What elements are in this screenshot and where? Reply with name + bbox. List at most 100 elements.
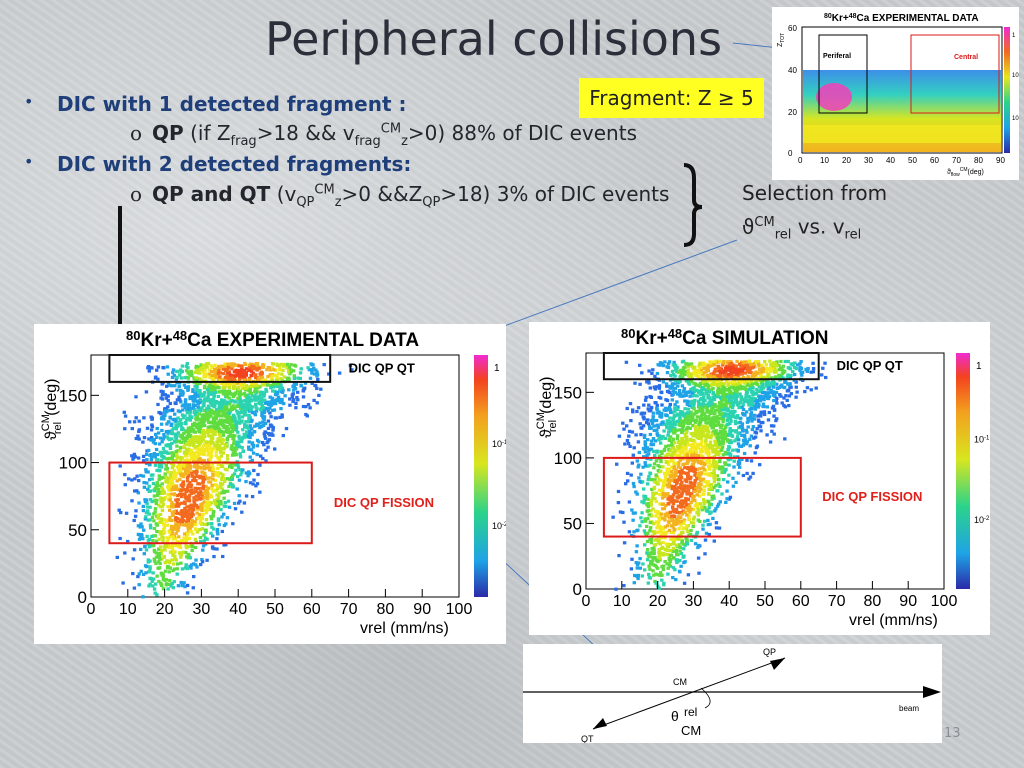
qp-label: QP xyxy=(763,647,776,657)
plot-title: 80Kr+48Ca EXPERIMENTAL DATA xyxy=(126,328,419,351)
ytick-label: 150 xyxy=(59,386,87,405)
selection-note-line2: ϑCMrel vs. vrel xyxy=(742,208,887,251)
bullet-2: • DIC with 2 detected fragments: xyxy=(24,152,411,176)
xtick-label: 0 xyxy=(87,601,96,618)
bullet-2a: o QP and QT (vQPCMz>0 &&ZQP>18) 3% of DIC… xyxy=(130,182,669,210)
ztick-mid: 10-1 xyxy=(974,435,990,445)
thumbnail-ztick-top: 1 xyxy=(1012,33,1016,39)
bullet-2a-mid: >0 &&Z xyxy=(341,182,423,206)
qp-qt-label: QP and QT xyxy=(152,182,271,206)
x-axis-label: vrel (mm/ns) xyxy=(360,620,449,637)
thumbnail-band-low xyxy=(803,125,1001,143)
xtick-label: 90 xyxy=(899,593,917,610)
qt-arrow-icon xyxy=(593,718,607,729)
xtick-label: 80 xyxy=(377,601,395,618)
thumbnail-xtick: 30 xyxy=(864,156,873,165)
page-number: 13 xyxy=(944,726,961,741)
ztick-low: 10-2 xyxy=(974,515,990,525)
thumbnail-xtick: 90 xyxy=(996,156,1005,165)
dic-qp-fission-box xyxy=(602,456,802,538)
y-axis-label: ϑCMrel(deg) xyxy=(535,377,559,438)
thumbnail-xtick: 0 xyxy=(798,156,803,165)
ytick-label: 150 xyxy=(554,383,582,402)
xtick-label: 60 xyxy=(792,593,810,610)
label-dic-qp-fission: DIC QP FISSION xyxy=(822,489,922,504)
theta-label: θ xyxy=(671,708,679,724)
bullet-dot-icon: • xyxy=(24,152,34,171)
thumbnail-hotspot xyxy=(816,83,852,111)
label-dic-qp-qt: DIC QP QT xyxy=(349,360,415,375)
thumbnail-central-label: Central xyxy=(954,54,978,61)
simulation-plot: DIC QP QT DIC QP FISSION 0 50 100 150 0 10 20 30 4… xyxy=(529,322,990,635)
plot-title: 80Kr+48Ca SIMULATION xyxy=(621,326,829,349)
thumbnail-xlabel: ϑflowCM(deg) xyxy=(947,167,984,178)
kinematics-diagram: QP QT CM beam θ rel CM xyxy=(523,644,942,744)
bullet-1a-frag1: frag xyxy=(230,134,257,149)
thumbnail-xtick: 70 xyxy=(952,156,961,165)
bullet-1-text: DIC with 1 detected fragment : xyxy=(57,92,407,116)
thumbnail-ytick: 0 xyxy=(788,149,793,158)
bullet-1a-frag2: frag xyxy=(354,134,381,149)
slide-title: Peripheral collisions xyxy=(265,12,723,66)
xtick-label: 60 xyxy=(303,601,321,618)
rel-sub-1: rel xyxy=(774,227,792,243)
bullet-2a-pre: (v xyxy=(276,182,297,206)
dic-qp-fission-box xyxy=(108,461,313,545)
thumbnail-plot: 80Kr+48Ca EXPERIMENTAL DATA Periferal Ce… xyxy=(772,7,1023,180)
bullet-2a-z: z xyxy=(334,195,342,210)
thumbnail-xtick: 50 xyxy=(908,156,917,165)
vs-text: vs. v xyxy=(791,214,845,239)
xtick-label: 90 xyxy=(413,601,431,618)
cm-sup: CM xyxy=(754,215,775,230)
fragment-direction-line xyxy=(592,657,786,730)
ytick-label: 50 xyxy=(68,521,87,540)
thumbnail-xtick: 60 xyxy=(930,156,939,165)
bullet-1a-mid: >18 && v xyxy=(256,121,355,145)
y-axis-label: ϑCMrel(deg) xyxy=(40,379,64,440)
ytick-label: 50 xyxy=(563,514,582,533)
theta-cm-label: CM xyxy=(681,723,701,738)
bullet-1a: o QP (if Zfrag>18 && vfragCMz>0) 88% of D… xyxy=(130,121,637,149)
bullet-2a-cm: CM xyxy=(314,182,335,198)
selection-note: Selection from ϑCMrel vs. vrel xyxy=(742,178,887,251)
experimental-plot: DIC QP QT DIC QP FISSION 0 50 100 150 0 10 20 30 4… xyxy=(34,324,508,644)
bullet-1a-z: z xyxy=(401,134,408,149)
label-dic-qp-fission: DIC QP FISSION xyxy=(334,495,434,510)
bullet-2a-post: >18) 3% of DIC events xyxy=(440,182,670,206)
xtick-label: 100 xyxy=(931,593,958,610)
kinematics-diagram-svg: QP QT CM beam θ rel CM xyxy=(523,647,941,744)
bullet-dot-icon: • xyxy=(24,92,34,111)
thumbnail-yticks: 0 20 40 60 xyxy=(788,24,797,158)
ztick-low: 10-2 xyxy=(492,521,506,531)
bullet-1a-post: >0) 88% of DIC events xyxy=(407,121,637,145)
ytick-label: 100 xyxy=(554,449,582,468)
ytick-label: 0 xyxy=(573,580,582,599)
thumbnail-title: 80Kr+48Ca EXPERIMENTAL DATA xyxy=(824,13,979,24)
xtick-label: 50 xyxy=(756,593,774,610)
thumbnail-ztick-mid: 10-1 xyxy=(1012,71,1019,79)
xtick-label: 0 xyxy=(582,593,591,610)
thumbnail-peripheral-label: Periferal xyxy=(823,53,851,60)
bullet-1: • DIC with 1 detected fragment : xyxy=(24,92,406,116)
xtick-label: 20 xyxy=(649,593,667,610)
ytick-label: 100 xyxy=(59,454,87,473)
rel-label: rel xyxy=(684,705,697,719)
thumbnail-ylabel: ZTOT xyxy=(777,33,786,47)
ytick-label: 0 xyxy=(78,588,87,607)
label-dic-qp-qt: DIC QP QT xyxy=(837,358,903,373)
qt-label: QT xyxy=(581,734,594,743)
ztick-top: 1 xyxy=(494,363,500,374)
xtick-label: 10 xyxy=(613,593,631,610)
qp-label: QP xyxy=(152,121,184,145)
dic-qp-qt-box xyxy=(108,354,332,383)
xtick-label: 70 xyxy=(340,601,358,618)
thumbnail-ytick: 40 xyxy=(788,66,797,75)
selection-note-line1: Selection from xyxy=(742,181,888,205)
ztick-mid: 10-1 xyxy=(492,439,506,449)
cm-label: CM xyxy=(673,677,687,687)
beam-arrow-icon xyxy=(923,686,941,698)
thumbnail-peripheral-box xyxy=(818,34,868,114)
thumbnail-central-box xyxy=(910,34,1000,114)
xtick-label: 100 xyxy=(446,601,473,618)
